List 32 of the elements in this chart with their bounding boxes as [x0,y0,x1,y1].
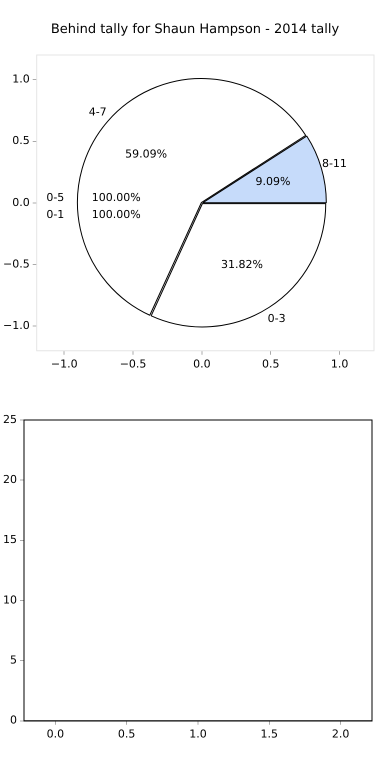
chart-title: Behind tally for Shaun Hampson - 2014 tally [50,22,340,37]
slice-label: 0-3 [268,312,286,325]
y-tick-label: 15 [2,533,17,546]
y-tick-label: −1.0 [2,319,30,332]
x-tick-label: 0.5 [118,727,136,740]
y-tick-label: −0.5 [2,257,30,270]
x-tick-label: 1.5 [260,727,278,740]
slice-label: 8-11 [322,156,347,170]
annotation: 100.00% [92,190,141,204]
x-tick-label: 1.0 [189,727,207,740]
y-tick-label: 0.5 [12,134,30,148]
x-tick-label: −1.0 [50,357,78,370]
annotation: 0-5 [46,190,64,204]
annotation: 100.00% [92,208,141,221]
x-tick-label: 0.5 [262,357,280,370]
y-tick-label: 5 [10,654,17,666]
data-label: 9.09% [255,174,290,188]
data-label: 31.82% [220,258,263,271]
slice-label: 4-7 [88,105,107,118]
y-tick-label: 0 [10,714,17,727]
x-tick-label: 1.0 [330,357,348,370]
x-tick-label: 0.0 [46,727,64,740]
x-tick-label: 2.0 [332,727,350,740]
annotation: 0-1 [46,208,64,221]
x-tick-label: 0.0 [193,357,211,370]
data-label: 59.09% [125,147,167,160]
y-tick-label: 25 [2,412,17,426]
y-tick-label: 10 [2,593,17,606]
x-tick-label: −0.5 [120,357,146,370]
y-tick-label: 0.0 [12,196,30,209]
y-tick-label: 1.0 [12,72,30,86]
y-tick-label: 20 [2,473,17,486]
